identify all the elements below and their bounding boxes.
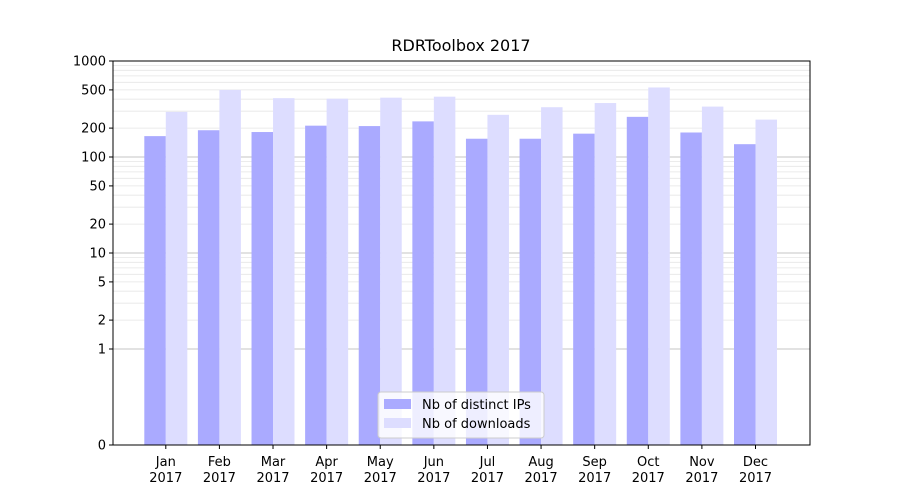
y-tick-label: 20	[89, 218, 106, 233]
bar-downloads-mar	[273, 98, 295, 445]
x-tick-label-month: Jan	[155, 455, 176, 470]
chart-title: RDRToolbox 2017	[391, 36, 530, 55]
x-tick-label-year: 2017	[685, 471, 718, 486]
bar-downloads-aug	[541, 107, 563, 446]
y-tick-label: 100	[81, 151, 106, 166]
y-tick-label: 5	[98, 275, 106, 290]
x-tick-label-month: Feb	[208, 455, 231, 470]
y-tick-label: 2	[98, 314, 106, 329]
bar-downloads-oct	[648, 87, 670, 445]
bar-downloads-may	[380, 97, 402, 445]
y-tick-label: 200	[81, 122, 106, 137]
y-tick-label: 50	[89, 179, 106, 194]
x-tick-label-year: 2017	[578, 471, 611, 486]
y-tick-label: 1000	[73, 55, 106, 70]
bar-downloads-dec	[755, 119, 777, 446]
bar-downloads-jan	[165, 111, 188, 445]
x-tick-label-month: Aug	[528, 455, 553, 470]
x-tick-label-year: 2017	[471, 471, 504, 486]
x-tick-label-month: May	[367, 455, 394, 470]
bar-distinct-ips-jul	[465, 138, 488, 445]
legend-label: Nb of downloads	[422, 417, 531, 432]
bar-distinct-ips-apr	[305, 125, 327, 446]
bar-downloads-sep	[594, 103, 617, 445]
x-tick-label-month: Jul	[479, 455, 496, 470]
legend-swatch	[384, 399, 411, 409]
y-tick-label: 0	[98, 439, 106, 454]
x-tick-label-year: 2017	[525, 471, 558, 486]
bar-distinct-ips-mar	[251, 132, 274, 445]
x-tick-label-year: 2017	[256, 471, 289, 486]
x-tick-label-month: Nov	[689, 455, 715, 470]
bar-downloads-apr	[326, 98, 349, 445]
x-tick-label-month: Mar	[261, 455, 286, 470]
x-tick-label-year: 2017	[310, 471, 343, 486]
y-tick-label: 500	[81, 83, 106, 98]
legend-swatch	[384, 418, 411, 428]
x-tick-label-month: Apr	[315, 455, 338, 470]
legend: Nb of distinct IPs Nb of downloads	[377, 391, 545, 439]
bar-downloads-nov	[701, 106, 724, 445]
bar-downloads-jun	[433, 96, 456, 446]
bars	[144, 87, 777, 446]
x-tick-label-year: 2017	[632, 471, 665, 486]
y-tick-label: 1	[98, 343, 106, 358]
x-tick-label-month: Jun	[423, 455, 444, 470]
bar-downloads-jul	[487, 114, 509, 445]
bar-distinct-ips-oct	[626, 116, 649, 445]
bar-distinct-ips-nov	[680, 132, 702, 445]
x-axis: Jan2017Feb2017Mar2017Apr2017May2017Jun20…	[149, 445, 772, 486]
bar-downloads-feb	[219, 89, 241, 446]
x-tick-label-month: Dec	[743, 455, 768, 470]
x-tick-label-year: 2017	[739, 471, 772, 486]
bar-distinct-ips-jan	[144, 136, 166, 446]
bar-distinct-ips-dec	[734, 144, 756, 445]
x-tick-label-year: 2017	[364, 471, 397, 486]
y-axis: 0 1 2 5 10 20 50 100 200 500 1000	[73, 55, 113, 454]
x-tick-label-month: Sep	[582, 455, 607, 470]
x-tick-label-month: Oct	[637, 455, 659, 470]
bar-distinct-ips-jun	[412, 121, 434, 445]
x-tick-label-year: 2017	[203, 471, 236, 486]
x-tick-label-year: 2017	[149, 471, 182, 486]
bar-distinct-ips-may	[358, 126, 381, 445]
legend-box	[377, 391, 545, 439]
y-tick-label: 10	[89, 247, 106, 262]
x-tick-label-year: 2017	[417, 471, 450, 486]
legend-label: Nb of distinct IPs	[422, 398, 531, 413]
bar-distinct-ips-sep	[573, 133, 595, 446]
bar-distinct-ips-feb	[197, 130, 220, 445]
bar-distinct-ips-aug	[519, 138, 542, 445]
